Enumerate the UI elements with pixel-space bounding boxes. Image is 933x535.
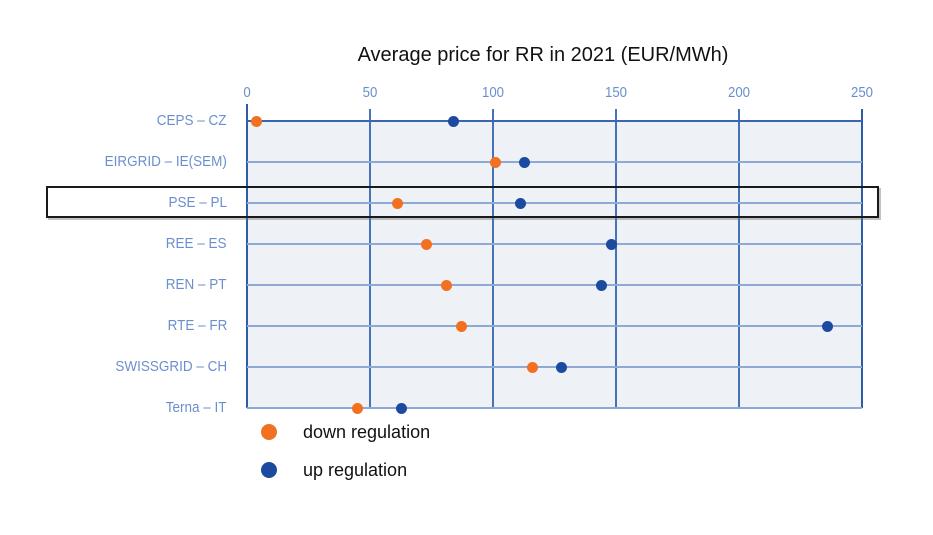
plot-area [247,121,862,408]
row-label-eirgrid-ie-sem: EIRGRID – IE(SEM) [104,153,227,170]
grid-line-x-150 [615,109,617,408]
row-line [247,161,862,163]
grid-line-x-250 [861,109,863,408]
row-line [247,325,862,327]
row-label-ceps-cz: CEPS – CZ [157,112,227,129]
row-line [247,366,862,368]
grid-line-x-50 [369,109,371,408]
row-line [247,407,862,409]
chart-title: Average price for RR in 2021 (EUR/MWh) [357,44,729,66]
tick-label-200: 200 [727,84,751,101]
tick-label-250: 250 [850,84,874,101]
data-point-down-regulation-ren-pt [440,279,452,291]
grid-line-x-100 [492,109,494,408]
data-point-up-regulation-ree-es [605,238,617,250]
row-label-ren-pt: REN – PT [166,276,227,293]
tick-label-100: 100 [481,84,505,101]
row-line [247,120,862,122]
tick-label-50: 50 [362,84,378,101]
tick-label-150: 150 [604,84,628,101]
highlight-box [46,186,879,218]
data-point-down-regulation-swissgrid-ch [526,361,538,373]
data-point-up-regulation-ceps-cz [448,115,460,127]
grid-line-x-200 [738,109,740,408]
tick-label-0: 0 [243,84,251,101]
row-line [247,202,862,204]
grid-line-x-0 [246,104,248,408]
data-point-up-regulation-pse-pl [514,197,526,209]
row-label-pse-pl: PSE – PL [168,194,227,211]
legend-label-up-regulation: up regulation [303,460,408,480]
data-point-up-regulation-terna-it [396,402,408,414]
row-line [247,243,862,245]
data-point-up-regulation-eirgrid-ie-sem [519,156,531,168]
data-point-up-regulation-rte-fr [822,320,834,332]
data-point-up-regulation-ren-pt [595,279,607,291]
row-label-ree-es: REE – ES [166,235,227,252]
data-point-down-regulation-pse-pl [391,197,403,209]
legend-swatch-down-regulation [261,424,277,440]
row-label-swissgrid-ch: SWISSGRID – CH [115,358,227,375]
data-point-down-regulation-ceps-cz [251,115,263,127]
data-point-down-regulation-eirgrid-ie-sem [489,156,501,168]
row-label-rte-fr: RTE – FR [167,317,227,334]
data-point-down-regulation-ree-es [421,238,433,250]
legend-swatch-up-regulation [261,462,277,478]
row-label-terna-it: Terna – IT [166,399,227,416]
legend-label-down-regulation: down regulation [303,422,431,442]
data-point-up-regulation-swissgrid-ch [556,361,568,373]
data-point-down-regulation-terna-it [352,402,364,414]
data-point-down-regulation-rte-fr [455,320,467,332]
row-line [247,284,862,286]
